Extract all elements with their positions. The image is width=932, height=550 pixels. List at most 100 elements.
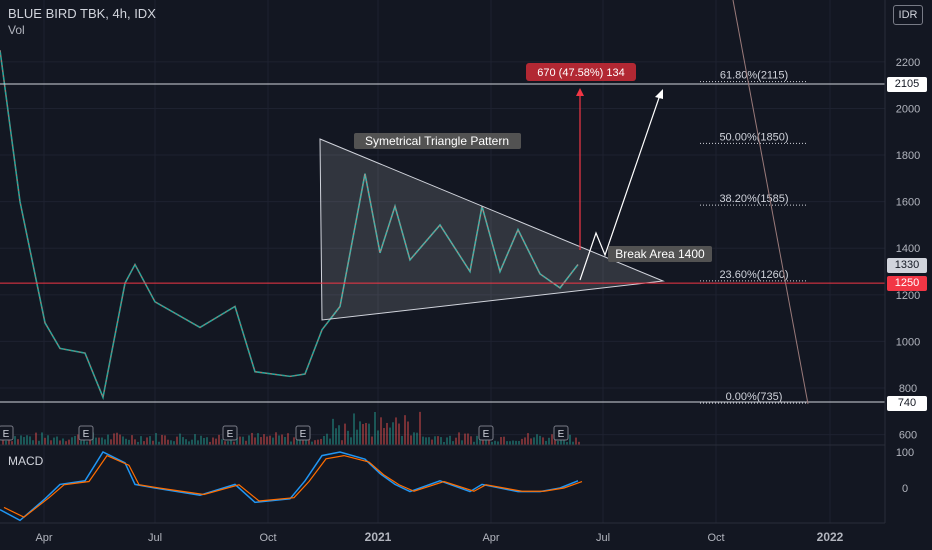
volume-bar — [257, 433, 259, 445]
volume-bar — [131, 435, 133, 445]
volume-bar — [122, 436, 124, 445]
volume-bar — [524, 437, 526, 445]
volume-bar — [173, 441, 175, 445]
volume-bar — [98, 437, 100, 445]
volume-bar — [437, 436, 439, 445]
volume-bar — [539, 435, 541, 445]
y-tick-label: 600 — [899, 430, 917, 442]
volume-bar — [128, 439, 130, 445]
volume-bar — [470, 436, 472, 445]
volume-bar — [326, 433, 328, 445]
volume-bar — [380, 417, 382, 445]
volume-bar — [515, 440, 517, 445]
volume-bar — [317, 439, 319, 445]
fib-label: 61.80%(2115) — [720, 70, 788, 82]
x-tick-label: Jul — [148, 532, 162, 544]
volume-bar — [404, 415, 406, 445]
volume-bar — [494, 440, 496, 445]
volume-bar — [344, 423, 346, 445]
volume-bar — [557, 440, 559, 445]
volume-bar — [572, 441, 574, 445]
fib-label: 38.20%(1585) — [719, 193, 788, 205]
currency-button[interactable]: IDR — [893, 5, 923, 25]
volume-bar — [86, 441, 88, 445]
volume-bar — [350, 437, 352, 445]
volume-bar — [410, 435, 412, 445]
volume-bar — [320, 438, 322, 445]
price-tag: 740 — [887, 396, 927, 411]
x-tick-label: 2021 — [365, 530, 392, 544]
earnings-marker — [0, 425, 14, 441]
volume-bar — [53, 437, 55, 445]
earnings-marker-label: E — [483, 429, 490, 440]
volume-bar — [422, 436, 424, 445]
volume-bar — [143, 441, 145, 445]
volume-bar — [341, 440, 343, 445]
volume-bar — [449, 435, 451, 445]
volume-bar — [332, 418, 334, 445]
volume-bar — [77, 434, 79, 445]
volume-bar — [371, 436, 373, 445]
volume-bar — [509, 441, 511, 445]
volume-bar — [182, 437, 184, 445]
volume-bar — [212, 437, 214, 445]
volume-bar — [527, 433, 529, 445]
volume-bar — [23, 437, 25, 445]
volume-bar — [206, 437, 208, 445]
macd-label: MACD — [8, 454, 44, 468]
volume-bar — [566, 441, 568, 445]
volume-bar — [254, 437, 256, 445]
volume-bar — [551, 434, 553, 445]
volume-bar — [275, 432, 277, 445]
earnings-marker-label: E — [558, 429, 565, 440]
macd-panel — [0, 451, 583, 522]
volume-bar — [425, 437, 427, 445]
volume-bar — [83, 437, 85, 445]
volume-bar — [359, 421, 361, 445]
volume-bar — [248, 435, 250, 445]
volume-bar — [503, 436, 505, 445]
volume-bar — [20, 435, 22, 445]
earnings-marker — [553, 425, 569, 441]
macd-tick-label: 100 — [896, 447, 914, 459]
pattern-label-bg — [354, 133, 521, 149]
volume-bar — [161, 434, 163, 445]
volume-bar — [281, 434, 283, 445]
volume-bar — [242, 436, 244, 445]
volume-bar — [269, 435, 271, 445]
volume-bar — [137, 441, 139, 445]
earnings-marker-label: E — [3, 429, 10, 440]
volume-bar — [521, 438, 523, 445]
target-label: 670 (47.58%) 134 — [537, 67, 624, 79]
volume-bar — [167, 439, 169, 445]
earnings-marker — [78, 425, 94, 441]
volume-bar — [251, 432, 253, 445]
projection-arrows: Symetrical Triangle Pattern Break Area 14… — [354, 0, 809, 405]
volume-bar — [431, 439, 433, 445]
volume-bar — [293, 437, 295, 445]
volume-bar — [368, 423, 370, 445]
volume-bar — [311, 441, 313, 445]
volume-bar — [140, 436, 142, 445]
volume-bar — [266, 436, 268, 445]
volume-bar — [44, 437, 46, 445]
y-tick-label: 2200 — [896, 57, 920, 69]
volume-bar — [197, 440, 199, 445]
y-tick-label: 800 — [899, 383, 917, 395]
volume-bar — [209, 441, 211, 445]
volume-bar — [176, 436, 178, 445]
earnings-marker — [222, 425, 238, 441]
volume-bar — [413, 432, 415, 445]
volume-bar — [221, 439, 223, 445]
volume-bar — [239, 436, 241, 445]
volume-bar — [80, 440, 82, 445]
volume-bar — [26, 435, 28, 445]
volume-bar — [476, 435, 478, 445]
volume-bar — [353, 413, 355, 445]
volume-bar — [530, 438, 532, 445]
volume-bar — [38, 440, 40, 445]
volume-bar — [245, 440, 247, 445]
volume-bar — [398, 423, 400, 445]
volume-bar — [56, 436, 58, 445]
